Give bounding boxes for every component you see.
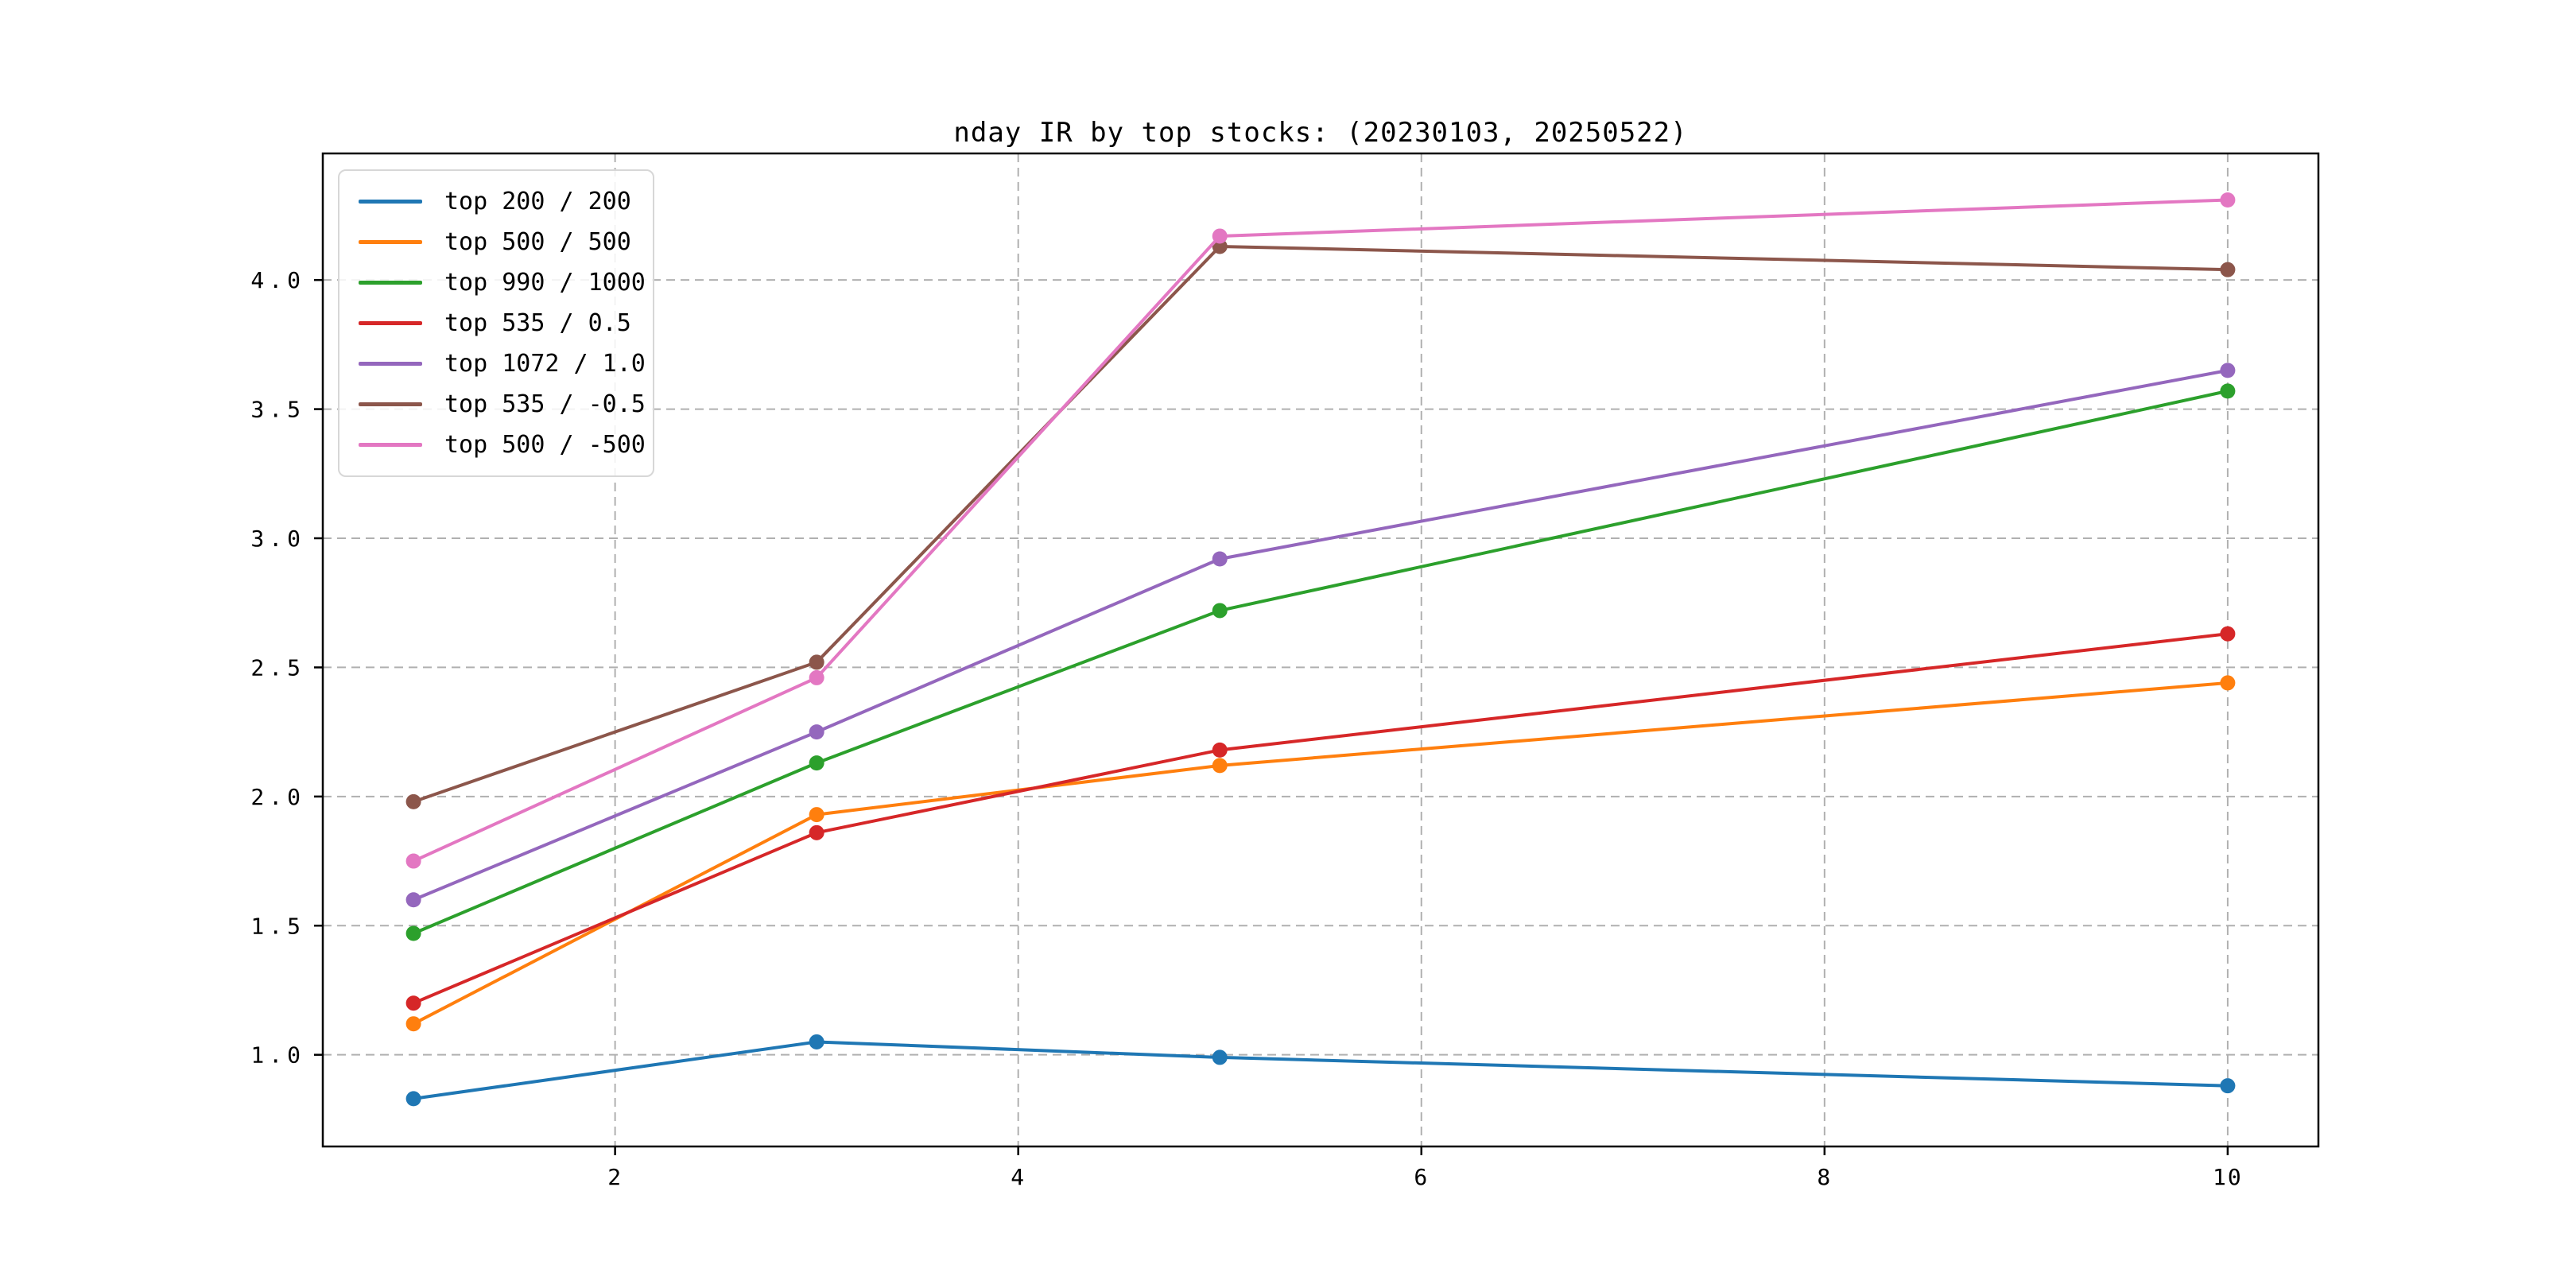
data-point-marker — [405, 1091, 421, 1107]
data-point-marker — [2220, 363, 2236, 378]
legend-label: top 990 / 1000 — [444, 269, 646, 297]
legend-label: top 535 / -0.5 — [444, 390, 646, 418]
x-tick-label: 6 — [1414, 1164, 1429, 1190]
data-point-marker — [809, 724, 824, 740]
legend-line-swatch — [359, 240, 422, 244]
y-tick-label: 1.5 — [250, 913, 305, 939]
data-point-marker — [809, 1034, 824, 1049]
y-tick-label: 4.0 — [250, 267, 305, 293]
data-point-marker — [405, 925, 421, 941]
data-point-marker — [1212, 603, 1228, 619]
y-tick-label: 2.0 — [250, 784, 305, 810]
data-point-marker — [1212, 742, 1228, 758]
legend-item-1: top 200 / 200 — [349, 181, 635, 222]
legend-line-swatch — [359, 402, 422, 406]
data-point-marker — [405, 995, 421, 1011]
data-point-marker — [809, 669, 824, 685]
data-point-marker — [1212, 551, 1228, 567]
data-point-marker — [2220, 675, 2236, 691]
legend-item-5: top 1072 / 1.0 — [349, 343, 646, 384]
data-point-marker — [1212, 758, 1228, 774]
legend-label: top 1072 / 1.0 — [444, 350, 646, 378]
y-tick-label: 2.5 — [250, 654, 305, 681]
data-point-marker — [405, 853, 421, 869]
series-line — [413, 681, 2229, 1026]
legend-item-3: top 990 / 1000 — [349, 262, 646, 303]
data-point-marker — [405, 793, 421, 809]
series-line — [413, 1040, 2228, 1100]
series-line — [413, 244, 2228, 804]
legend-item-7: top 500 / -500 — [349, 425, 646, 465]
y-tick-label: 1.0 — [250, 1042, 305, 1069]
series-line — [413, 389, 2229, 935]
series-line — [413, 368, 2229, 902]
legend-line-swatch — [359, 443, 422, 447]
y-tick-label: 3.0 — [250, 526, 305, 552]
x-tick-label: 10 — [2213, 1164, 2243, 1190]
data-point-marker — [2220, 383, 2236, 399]
legend-line-swatch — [359, 321, 422, 325]
legend-line-swatch — [359, 281, 422, 285]
data-point-marker — [1212, 228, 1228, 244]
data-point-marker — [2220, 1078, 2236, 1094]
legend-item-4: top 535 / 0.5 — [349, 303, 635, 343]
legend: top 200 / 200 top 500 / 500 top 990 / 1000… — [338, 169, 654, 477]
plot-border — [321, 152, 2320, 1148]
x-tick-label: 4 — [1011, 1164, 1026, 1190]
data-point-marker — [809, 807, 824, 823]
legend-line-swatch — [359, 362, 422, 366]
x-tick-label: 2 — [607, 1164, 623, 1190]
data-point-marker — [405, 892, 421, 908]
series-line — [413, 198, 2228, 863]
legend-label: top 500 / -500 — [444, 431, 646, 459]
data-point-marker — [405, 1016, 421, 1032]
legend-item-2: top 500 / 500 — [349, 222, 635, 262]
data-point-marker — [2220, 192, 2236, 208]
legend-item-6: top 535 / -0.5 — [349, 384, 646, 425]
data-point-marker — [2220, 626, 2236, 642]
legend-label: top 200 / 200 — [444, 188, 631, 215]
chart-title: nday IR by top stocks: (20230103, 202505… — [953, 117, 1688, 149]
data-point-marker — [2220, 262, 2236, 277]
y-tick-label: 3.5 — [250, 397, 305, 423]
data-point-marker — [1212, 239, 1228, 254]
data-point-marker — [1212, 1049, 1228, 1065]
data-point-marker — [809, 824, 824, 840]
data-point-marker — [809, 755, 824, 771]
legend-label: top 500 / 500 — [444, 228, 631, 256]
x-tick-label: 8 — [1817, 1164, 1832, 1190]
legend-line-swatch — [359, 200, 422, 204]
series-line — [413, 632, 2229, 1005]
legend-label: top 535 / 0.5 — [444, 309, 631, 337]
data-point-marker — [809, 654, 824, 670]
